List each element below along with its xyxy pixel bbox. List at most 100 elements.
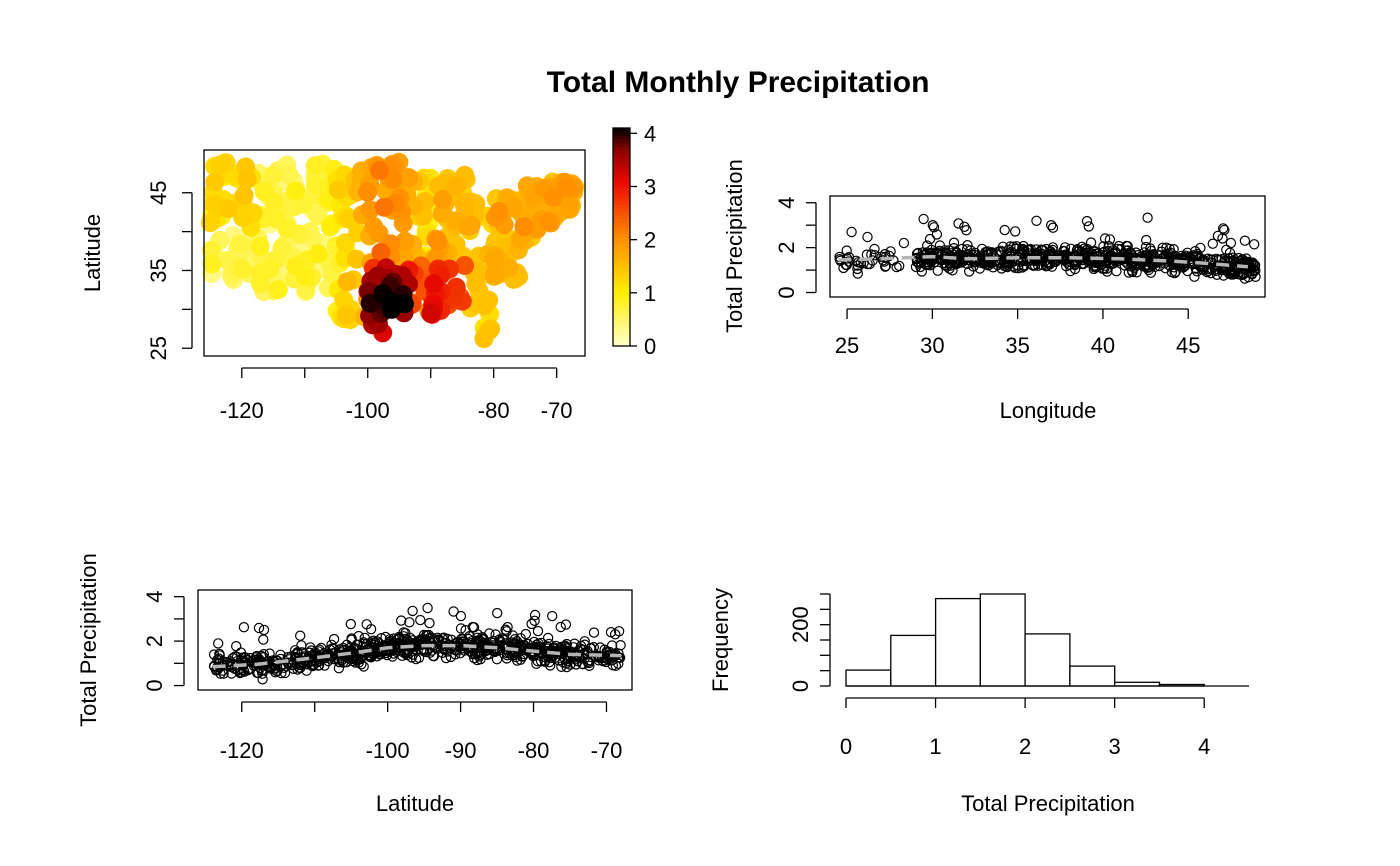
color-legend-tick-label: 4: [644, 121, 656, 146]
scatter-point: [1243, 263, 1254, 274]
map-point: [433, 190, 453, 209]
x-tick-label: -100: [366, 738, 410, 763]
scatter-point: [424, 647, 436, 658]
color-legend-swatch: [613, 240, 630, 245]
map-point: [424, 274, 444, 294]
map-y-tick-label: 45: [146, 181, 171, 205]
figure-title: Total Monthly Precipitation: [547, 66, 930, 99]
scatter-point: [578, 644, 589, 656]
hist-x-tick-label: 4: [1198, 734, 1210, 759]
scatter-point: [1044, 249, 1055, 261]
x-tick-label: 35: [1005, 333, 1029, 358]
map-y-tick-label: 35: [146, 258, 171, 282]
color-legend-swatch: [613, 149, 630, 155]
scatter-point: [1042, 257, 1054, 268]
color-legend-swatch: [613, 226, 630, 231]
histogram-bar: [1069, 665, 1116, 687]
scatter-point: [1081, 215, 1093, 227]
scatter-point: [1203, 265, 1214, 277]
map-point: [336, 305, 356, 325]
scatter-point: [529, 615, 540, 627]
scatter-point: [1157, 242, 1168, 253]
scatter-point: [424, 617, 435, 629]
lat-y-axis-label: Total Precipitation: [722, 159, 747, 333]
scatter-point: [520, 628, 532, 640]
scatter-point: [502, 621, 513, 633]
color-legend-swatch: [613, 309, 630, 314]
scatter-point: [553, 655, 565, 666]
color-legend-swatch: [613, 298, 630, 303]
scatter-point: [869, 243, 880, 255]
map-point: [543, 188, 563, 208]
scatter-point: [1083, 249, 1095, 261]
map-point: [484, 249, 504, 269]
scatter-point: [264, 648, 275, 659]
scatter-point: [1233, 252, 1245, 264]
scatter-point: [1229, 268, 1240, 279]
scatter-point: [928, 222, 940, 233]
map-y-axis-label: Latitude: [80, 214, 105, 292]
histogram-bar: [979, 593, 1026, 687]
scatter-point: [361, 638, 372, 650]
scatter-point: [1112, 243, 1124, 255]
histogram-bars: [845, 593, 1205, 687]
scatter-point: [1217, 233, 1228, 244]
color-legend-swatch: [613, 255, 630, 260]
histogram-bar: [934, 597, 982, 687]
scatter-point: [290, 645, 301, 656]
scatter-point: [613, 652, 624, 663]
scatter-point: [1010, 226, 1021, 237]
scatter-point: [253, 667, 264, 679]
scatter-point: [1086, 255, 1097, 266]
scatter-point: [522, 638, 534, 650]
map-point: [305, 156, 325, 176]
map-y-tick-label: 25: [146, 336, 171, 360]
scatter-point: [588, 627, 600, 638]
scatter-point: [999, 224, 1010, 236]
map-point: [455, 256, 475, 275]
scatter-point: [242, 654, 253, 666]
map-point: [428, 231, 448, 251]
scatter-point: [961, 224, 972, 236]
color-legend-swatch: [613, 320, 630, 325]
scatter-point: [1189, 271, 1200, 282]
scatter-point: [932, 265, 944, 276]
map-point: [308, 206, 328, 226]
color-legend-swatch: [613, 171, 630, 176]
scatter-point: [1147, 259, 1158, 271]
scatter-point: [1111, 266, 1122, 277]
color-legend-swatch: [613, 291, 630, 296]
scatter-point: [212, 638, 224, 649]
scatter-point: [924, 233, 936, 245]
map-x-tick-label: -120: [220, 398, 264, 423]
lon-axes: -120 -100 -90 -80 -70 0 2 4: [142, 591, 622, 763]
hist-y-tick-label: 200: [788, 606, 813, 643]
scatter-point: [600, 656, 612, 668]
map-point: [539, 212, 558, 232]
map-plot-box: [203, 149, 586, 357]
map-point: [268, 280, 288, 300]
scatter-point: [1195, 242, 1206, 254]
precip-vs-longitude-panel: -120 -100 -90 -80 -70 0 2 4 Latitude Total Prec…: [76, 553, 633, 816]
lon-trend-line: [212, 643, 622, 669]
y-tick-label: 4: [774, 197, 799, 209]
map-point: [395, 231, 415, 251]
color-legend-swatch: [613, 266, 630, 271]
scatter-point: [535, 656, 547, 667]
scatter-point: [1223, 268, 1235, 279]
hist-x-axis-label: Total Precipitation: [961, 791, 1135, 816]
scatter-point: [404, 617, 415, 628]
scatter-point: [500, 624, 511, 635]
scatter-point: [613, 626, 625, 637]
scatter-point: [1225, 237, 1237, 249]
color-legend-swatch: [613, 316, 630, 322]
hist-y-axis-label: Frequency: [708, 588, 733, 692]
map-point: [504, 197, 524, 217]
color-legend-tick-label: 1: [644, 281, 656, 306]
map-panel: -120 -100 -80 -70 25 35 45 Latitude 0 1 2 3 4: [80, 121, 656, 423]
scatter-point: [1122, 251, 1133, 263]
color-legend-swatch: [613, 287, 630, 293]
scatter-point: [1198, 264, 1209, 275]
scatter-point: [230, 641, 242, 652]
color-legend-swatch: [613, 138, 630, 144]
